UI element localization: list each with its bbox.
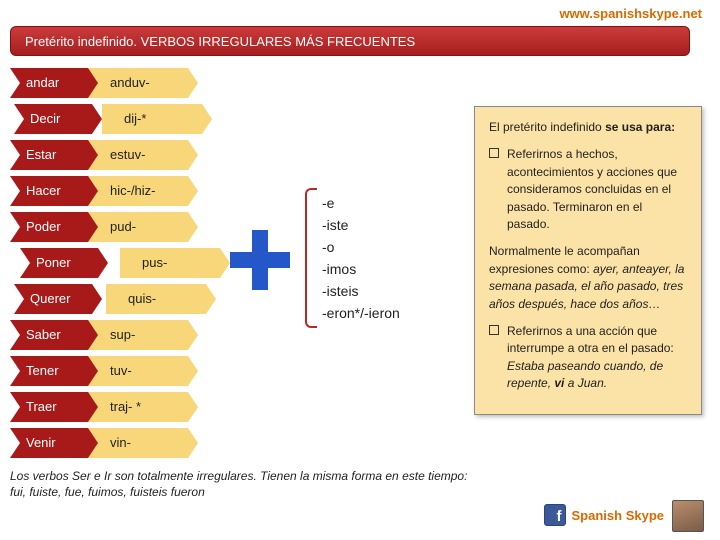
verb-arrow: Querer — [14, 284, 92, 314]
info-box: El pretérito indefinido se usa para: Ref… — [474, 106, 702, 415]
stem-arrow: pud- — [88, 212, 188, 242]
footnote: Los verbos Ser e Ir son totalmente irreg… — [10, 468, 510, 500]
plus-icon — [230, 230, 290, 290]
stem-arrow: tuv- — [88, 356, 188, 386]
verb-row: Estarestuv- — [10, 140, 220, 170]
ending-item: -eron*/-ieron — [322, 302, 400, 324]
verb-arrow: Hacer — [10, 176, 88, 206]
stem-arrow: dij-* — [102, 104, 202, 134]
verb-row: Querer quis- — [14, 284, 220, 314]
avatar — [672, 500, 704, 532]
info-bullet-1-text: Referirnos a hechos, acontecimientos y a… — [507, 146, 687, 233]
endings-list: -e-iste-o-imos-isteis-eron*/-ieron — [322, 192, 400, 324]
verb-row: Poderpud- — [10, 212, 220, 242]
verb-arrow: Tener — [10, 356, 88, 386]
verb-row: Decir dij-* — [14, 104, 220, 134]
website-url[interactable]: www.spanishskype.net — [559, 6, 702, 21]
stem-arrow: sup- — [88, 320, 188, 350]
brand-name: Spanish Skype — [572, 508, 664, 523]
verb-list: andaranduv-Decirdij-*Estarestuv-Hacerhic… — [10, 68, 220, 458]
verb-arrow: Poder — [10, 212, 88, 242]
checkbox-icon — [489, 325, 499, 335]
title-bar: Pretérito indefinido. VERBOS IRREGULARES… — [10, 26, 690, 56]
verb-arrow: Poner — [20, 248, 98, 278]
ending-item: -iste — [322, 214, 400, 236]
brand[interactable]: f Spanish Skype — [544, 504, 664, 526]
stem-arrow: hic-/hiz- — [88, 176, 188, 206]
stem-arrow: pus- — [120, 248, 220, 278]
ending-item: -isteis — [322, 280, 400, 302]
bracket-icon — [305, 188, 317, 328]
verb-row: Tenertuv- — [10, 356, 220, 386]
verb-row: Poner pus- — [20, 248, 220, 278]
verb-arrow: andar — [10, 68, 88, 98]
info-bullet-2-text: Referirnos a una acción que interrumpe a… — [507, 323, 687, 393]
info-intro: El pretérito indefinido se usa para: — [489, 119, 687, 136]
info-bullet-1: Referirnos a hechos, acontecimientos y a… — [489, 146, 687, 233]
checkbox-icon — [489, 148, 499, 158]
ending-item: -e — [322, 192, 400, 214]
verb-arrow: Saber — [10, 320, 88, 350]
verb-row: Venirvin- — [10, 428, 220, 458]
verb-arrow: Decir — [14, 104, 92, 134]
stem-arrow: quis- — [106, 284, 206, 314]
ending-item: -o — [322, 236, 400, 258]
stem-arrow: estuv- — [88, 140, 188, 170]
stem-arrow: traj- * — [88, 392, 188, 422]
verb-arrow: Estar — [10, 140, 88, 170]
ending-item: -imos — [322, 258, 400, 280]
facebook-icon[interactable]: f — [544, 504, 566, 526]
info-middle: Normalmente le acompañan expresiones com… — [489, 243, 687, 313]
verb-arrow: Venir — [10, 428, 88, 458]
verb-arrow: Traer — [10, 392, 88, 422]
verb-row: Sabersup- — [10, 320, 220, 350]
verb-row: Traertraj- * — [10, 392, 220, 422]
stem-arrow: vin- — [88, 428, 188, 458]
info-bullet-2: Referirnos a una acción que interrumpe a… — [489, 323, 687, 393]
verb-row: andaranduv- — [10, 68, 220, 98]
verb-row: Hacerhic-/hiz- — [10, 176, 220, 206]
stem-arrow: anduv- — [88, 68, 188, 98]
